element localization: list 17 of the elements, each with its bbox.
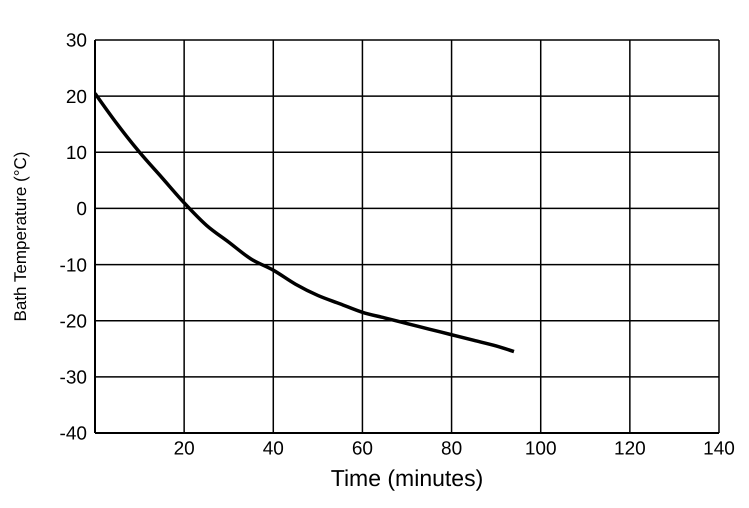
x-tick-label: 20 [174, 438, 195, 460]
x-axis-title: Time (minutes) [330, 465, 484, 491]
y-tick-label: -20 [60, 311, 87, 332]
y-tick-label: -40 [60, 424, 87, 445]
y-tick-label: -30 [60, 368, 87, 389]
x-tick-label: 140 [703, 438, 735, 460]
y-tick-label: -10 [60, 255, 87, 276]
y-tick-label: 0 [76, 199, 87, 220]
y-tick-label: 20 [66, 86, 87, 108]
x-tick-label: 100 [524, 438, 557, 460]
x-tick-label: 60 [352, 438, 373, 460]
y-tick-label: 30 [66, 30, 87, 52]
y-tick-label: 10 [66, 143, 87, 164]
x-tick-label: 120 [614, 438, 646, 460]
x-tick-label: 40 [262, 438, 284, 460]
y-axis-title: Bath Temperature (°C) [11, 152, 30, 322]
x-tick-label: 80 [441, 438, 462, 460]
